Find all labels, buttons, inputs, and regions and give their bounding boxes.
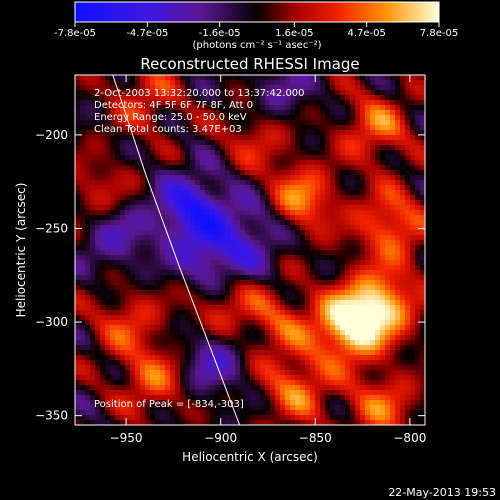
heatmap-image (75, 75, 425, 425)
colorbar-tick-label: 4.7e-05 (347, 28, 385, 39)
info-line: Energy Range: 25.0 - 50.0 keV (94, 112, 247, 123)
colorbar-tick-label: -7.8e-05 (54, 28, 96, 39)
x-tick-label: −800 (393, 431, 426, 445)
y-tick-label: −350 (35, 409, 68, 423)
footer-timestamp: 22-May-2013 19:53 (388, 486, 496, 499)
info-lines: 2-Oct-2003 13:32:20.000 to 13:37:42.000D… (94, 88, 305, 135)
colorbar (74, 1, 440, 23)
x-axis-label: Heliocentric X (arcsec) (182, 450, 318, 464)
y-tick-label: −300 (35, 315, 68, 329)
info-line: Detectors: 4F 5F 6F 7F 8F, Att 0 (94, 100, 253, 111)
x-tick-label: −900 (204, 431, 237, 445)
info-line: 2-Oct-2003 13:32:20.000 to 13:37:42.000 (94, 88, 305, 99)
info-line: Clean Total counts: 3.47E+03 (94, 124, 242, 135)
colorbar-unit-label: (photons cm⁻² s⁻¹ asec⁻²) (192, 40, 321, 51)
solar-limb-line (112, 75, 241, 425)
axis-ticks: −950 −900 −850 −800 −200 −250 −300 −350 (35, 75, 426, 445)
plot-frame (74, 74, 426, 426)
chart-title: Reconstructed RHESSI Image (140, 55, 359, 73)
colorbar-tick-label: 7.8e-05 (420, 28, 458, 39)
y-tick-label: −200 (35, 128, 68, 142)
x-tick-label: −950 (110, 431, 143, 445)
y-tick-label: −250 (35, 221, 68, 235)
colorbar-ticks: -7.8e-05 -4.7e-05 -1.6e-05 1.6e-05 4.7e-05 7.… (54, 22, 458, 39)
colorbar-tick-label: -1.6e-05 (199, 28, 241, 39)
colorbar-tick-label: 1.6e-05 (275, 28, 313, 39)
x-tick-label: −850 (299, 431, 332, 445)
y-axis-label: Heliocentric Y (arcsec) (14, 183, 28, 318)
colorbar-tick-label: -4.7e-05 (126, 28, 168, 39)
peak-position-label: Position of Peak = [-834,-303] (94, 399, 244, 410)
